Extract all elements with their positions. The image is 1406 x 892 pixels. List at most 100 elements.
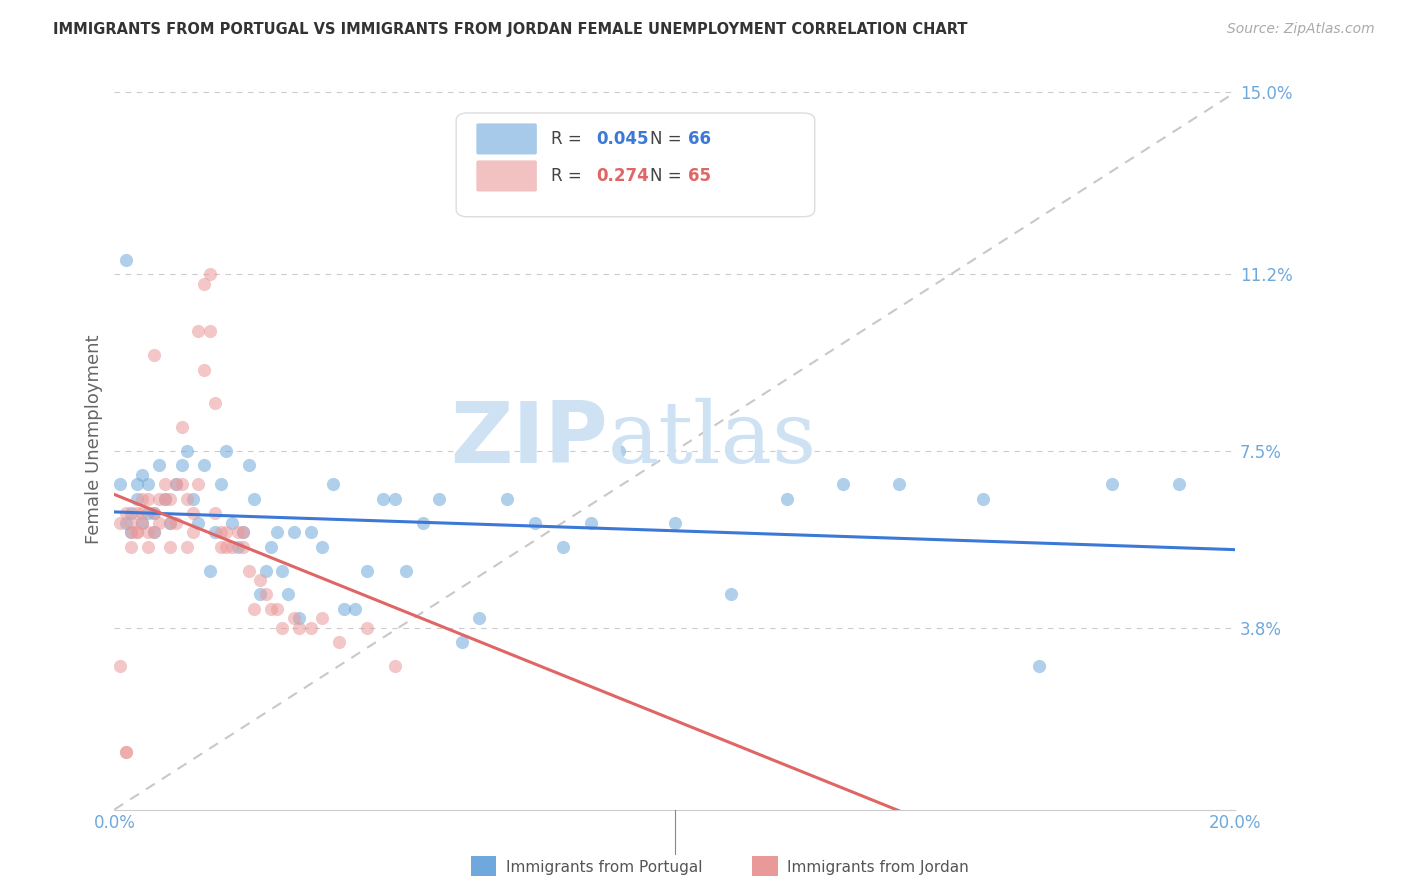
Point xyxy=(215,444,238,458)
Point xyxy=(142,525,165,540)
Point xyxy=(125,506,148,520)
Point xyxy=(232,525,254,540)
Text: Immigrants from Jordan: Immigrants from Jordan xyxy=(787,860,969,874)
Point xyxy=(176,491,198,506)
Point xyxy=(114,506,136,520)
Point xyxy=(384,659,406,673)
Point xyxy=(136,540,159,554)
Point xyxy=(322,477,344,491)
Point xyxy=(198,564,221,578)
Point xyxy=(243,491,266,506)
Point xyxy=(120,525,142,540)
Point xyxy=(266,601,288,615)
Text: 0.274: 0.274 xyxy=(596,167,650,185)
Point xyxy=(125,525,148,540)
Point xyxy=(288,611,311,625)
Point xyxy=(412,516,434,530)
Point xyxy=(114,516,136,530)
Point xyxy=(131,516,153,530)
Point xyxy=(243,601,266,615)
Point xyxy=(198,267,221,281)
Point xyxy=(277,587,299,601)
Point xyxy=(266,525,288,540)
Point xyxy=(221,516,243,530)
Point xyxy=(170,420,193,434)
Point xyxy=(165,477,187,491)
Point xyxy=(664,516,686,530)
Text: 66: 66 xyxy=(688,130,711,148)
Point xyxy=(238,458,260,473)
Point xyxy=(108,477,131,491)
Point xyxy=(120,506,142,520)
Point xyxy=(176,444,198,458)
Point xyxy=(831,477,853,491)
Point xyxy=(131,516,153,530)
Point xyxy=(720,587,742,601)
Point xyxy=(384,491,406,506)
Point xyxy=(120,540,142,554)
Point xyxy=(136,491,159,506)
Text: Immigrants from Portugal: Immigrants from Portugal xyxy=(506,860,703,874)
Point xyxy=(776,491,799,506)
Point xyxy=(450,635,472,649)
Point xyxy=(226,540,249,554)
Point xyxy=(226,525,249,540)
FancyBboxPatch shape xyxy=(477,123,537,154)
Point xyxy=(187,325,209,339)
Point xyxy=(142,506,165,520)
Point xyxy=(395,564,418,578)
Point xyxy=(187,516,209,530)
Text: R =: R = xyxy=(551,130,588,148)
Point xyxy=(148,516,170,530)
Point xyxy=(136,525,159,540)
Point xyxy=(271,621,294,635)
Point xyxy=(299,621,322,635)
Point xyxy=(114,745,136,759)
Point xyxy=(328,635,350,649)
Point xyxy=(148,458,170,473)
Point xyxy=(204,506,226,520)
Point xyxy=(198,325,221,339)
Point xyxy=(159,516,181,530)
Point xyxy=(283,611,305,625)
Point xyxy=(142,525,165,540)
Point xyxy=(209,525,232,540)
Point xyxy=(148,491,170,506)
Text: N =: N = xyxy=(650,167,688,185)
Point xyxy=(238,564,260,578)
Point xyxy=(344,601,367,615)
Point xyxy=(221,540,243,554)
Point xyxy=(204,396,226,410)
Point xyxy=(114,745,136,759)
Point xyxy=(887,477,910,491)
Point xyxy=(607,444,630,458)
Point xyxy=(215,525,238,540)
Point xyxy=(187,477,209,491)
Point xyxy=(131,491,153,506)
Point xyxy=(467,611,489,625)
Point xyxy=(495,491,517,506)
Point xyxy=(181,506,204,520)
Point xyxy=(1101,477,1123,491)
Point xyxy=(288,621,311,635)
Point xyxy=(181,491,204,506)
Point xyxy=(427,491,450,506)
Point xyxy=(311,611,333,625)
Point xyxy=(142,506,165,520)
Point xyxy=(193,277,215,291)
Point xyxy=(165,516,187,530)
Point xyxy=(165,477,187,491)
Point xyxy=(260,540,283,554)
Point xyxy=(142,348,165,362)
Point xyxy=(299,525,322,540)
Point xyxy=(232,525,254,540)
Point xyxy=(204,525,226,540)
Point xyxy=(159,540,181,554)
Point xyxy=(125,491,148,506)
Text: Source: ZipAtlas.com: Source: ZipAtlas.com xyxy=(1227,22,1375,37)
Point xyxy=(249,587,271,601)
Point xyxy=(181,525,204,540)
Text: 0.045: 0.045 xyxy=(596,130,648,148)
Text: atlas: atlas xyxy=(607,398,817,481)
Text: N =: N = xyxy=(650,130,688,148)
